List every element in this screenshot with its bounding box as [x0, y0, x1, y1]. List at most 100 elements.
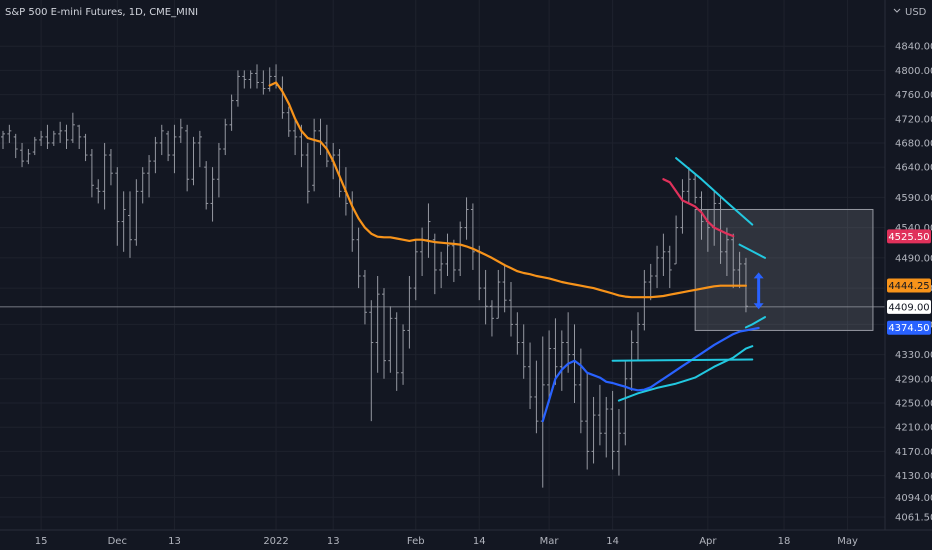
price-tick-label: 4250.00 [895, 399, 932, 410]
ohlc-bar [45, 124, 50, 149]
ohlc-bar [382, 288, 386, 379]
price-tick-label: 4760.00 [895, 90, 932, 101]
ohlc-bar [369, 300, 374, 422]
ohlc-bar [686, 167, 691, 204]
moving-average-line[interactable] [268, 81, 748, 299]
ohlc-bar [286, 106, 291, 137]
ohlc-bar [693, 173, 698, 204]
trend-line[interactable] [675, 157, 754, 226]
ohlc-bar [699, 191, 704, 240]
ohlc-bar [39, 130, 44, 146]
ohlc-bar [305, 142, 310, 204]
ohlc-bar [470, 203, 475, 270]
ohlc-bar [578, 348, 583, 434]
price-tick-label: 4540.00 [895, 223, 932, 234]
ohlc-bar [401, 324, 406, 385]
time-tick-label: Mar [540, 536, 560, 547]
price-tick-label: 4800.00 [895, 66, 932, 77]
ohlc-bar [77, 124, 82, 149]
chart-title: S&P 500 E-mini Futures, 1D, CME_MINI [5, 7, 198, 18]
ohlc-bar [674, 215, 679, 265]
ohlc-bar [661, 233, 666, 276]
ohlc-bar [528, 342, 533, 410]
ohlc-bar [407, 276, 412, 349]
range-rectangle[interactable] [694, 208, 874, 331]
ohlc-bar [553, 318, 558, 385]
ohlc-bar [432, 233, 437, 295]
ohlc-bar [26, 149, 31, 165]
ohlc-bar [540, 336, 545, 488]
ohlc-bar [559, 330, 564, 391]
price-badge-label: 4525.50 [888, 232, 929, 243]
ohlc-bar [324, 124, 329, 168]
ohlc-bar [515, 312, 520, 355]
price-badge: 4409.00 [887, 299, 931, 314]
price-tick-label: 4210.00 [895, 423, 932, 434]
indicator-lines [268, 81, 766, 423]
ohlc-bar [261, 70, 266, 95]
price-badge: 4374.50 [887, 320, 931, 335]
price-tick-label: 4720.00 [895, 114, 932, 125]
time-axis[interactable]: 15 Dec 13 2022 13 Feb 14 Mar 14 Apr 18 May [35, 536, 858, 547]
time-tick-label: 13 [327, 536, 340, 547]
price-tick-label: 4094.00 [895, 493, 932, 504]
ohlc-bar [197, 130, 202, 168]
currency-label: USD [905, 7, 927, 18]
ohlc-bar [731, 233, 736, 289]
price-badge-label: 4444.25 [888, 281, 929, 292]
time-tick-label: 2022 [263, 536, 288, 547]
ohlc-bar [337, 149, 342, 198]
ohlc-bar [134, 179, 139, 246]
ohlc-bar [604, 396, 609, 458]
price-tick-label: 4330.00 [895, 350, 932, 361]
ohlc-bar [51, 130, 56, 146]
ohlc-bar [547, 330, 552, 403]
ohlc-bar [7, 124, 12, 143]
ohlc-bar [13, 133, 18, 159]
trend-line[interactable] [617, 345, 754, 402]
ohlc-bar [248, 70, 253, 89]
ohlc-bar [464, 197, 469, 240]
ohlc-bar [172, 124, 177, 174]
trend-line[interactable] [738, 243, 766, 259]
ohlc-bar [102, 142, 107, 210]
price-badge: 4444.25 [887, 278, 931, 293]
ohlc-bar [83, 133, 88, 162]
ohlc-bar [185, 124, 190, 192]
ohlc-bar [509, 282, 513, 337]
ohlc-bar [534, 360, 539, 434]
ohlc-bar [680, 179, 685, 234]
ohlc-bar [140, 167, 145, 204]
ohlc-bar [108, 149, 113, 186]
ohlc-bar [648, 263, 653, 301]
price-tick-label: 4840.00 [895, 42, 932, 53]
ohlc-bar [242, 70, 247, 89]
ohlc-bar [388, 306, 393, 373]
ohlc-bar [496, 269, 501, 319]
time-tick-label: Dec [108, 536, 127, 547]
ohlc-bar [451, 239, 456, 283]
moving-average-line[interactable] [541, 326, 760, 423]
currency-selector[interactable]: USD [893, 7, 927, 18]
moving-average-line[interactable] [662, 178, 735, 238]
trend-line[interactable] [744, 316, 766, 329]
ohlc-bar [724, 227, 729, 276]
trend-line[interactable] [611, 358, 754, 362]
ohlc-bar [255, 64, 259, 89]
ohlc-bar [616, 409, 621, 476]
ohlc-bar [655, 245, 660, 289]
ohlc-bar [597, 384, 602, 446]
ohlc-bar [318, 118, 323, 156]
ohlc-bar [58, 121, 63, 143]
ohlc-bar [585, 372, 590, 470]
ohlc-bar [204, 161, 209, 210]
ohlc-bar [153, 136, 158, 174]
price-tick-label: 4130.00 [895, 471, 932, 482]
double-arrow-icon[interactable] [753, 272, 764, 310]
drawing-overlays[interactable] [0, 208, 885, 331]
ohlc-bar [502, 263, 507, 313]
ohlc-bar [362, 269, 367, 325]
ohlc-bar [191, 136, 196, 186]
ohlc-bar [235, 70, 240, 107]
